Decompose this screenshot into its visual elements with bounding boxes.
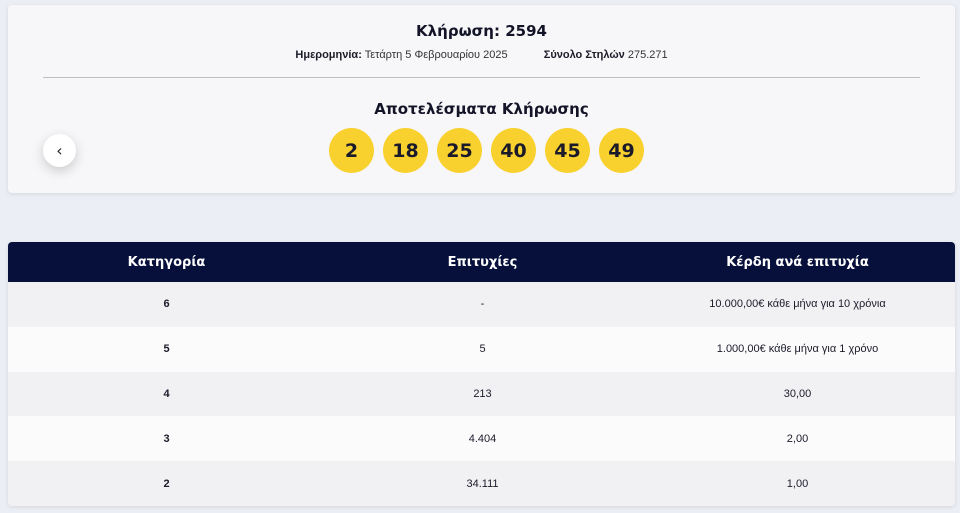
number-ball: 18 [383, 128, 428, 173]
results-title: Αποτελέσματα Κλήρωσης [374, 100, 589, 118]
header-prize: Κέρδη ανά επιτυχία [726, 254, 869, 270]
table-row: 6 - 10.000,00€ κάθε μήνα για 10 χρόνια [8, 282, 955, 327]
draw-card: Κλήρωση: 2594 Ημερομηνία: Τετάρτη 5 Φεβρ… [8, 5, 955, 193]
date-value: Τετάρτη 5 Φεβρουαρίου 2025 [364, 49, 508, 61]
cell-category: 2 [163, 477, 170, 490]
cell-prize: 1,00 [786, 477, 809, 490]
prize-table: Κατηγορία Επιτυχίες Κέρδη ανά επιτυχία 6… [8, 242, 955, 506]
date-label: Ημερομηνία: [295, 49, 362, 61]
table-row: 2 34.111 1,00 [8, 461, 955, 506]
cell-winners: 4.404 [468, 432, 497, 445]
cell-winners: 5 [479, 343, 486, 356]
number-ball: 25 [437, 128, 482, 173]
table-body: 6 - 10.000,00€ κάθε μήνα για 10 χρόνια 5… [8, 282, 955, 506]
table-header: Κατηγορία Επιτυχίες Κέρδη ανά επιτυχία [8, 242, 955, 282]
table-row: 3 4.404 2,00 [8, 416, 955, 462]
cell-category: 5 [163, 343, 170, 356]
cell-category: 3 [163, 432, 170, 445]
number-ball: 40 [491, 128, 536, 173]
header-category: Κατηγορία [127, 254, 206, 270]
number-ball: 2 [329, 128, 374, 173]
columns-value: 275.271 [627, 49, 668, 61]
chevron-left-icon: ‹ [56, 141, 63, 160]
winning-numbers: 2 18 25 40 45 49 [8, 128, 955, 173]
cell-prize: 30,00 [783, 387, 812, 400]
cell-prize: 2,00 [786, 432, 809, 445]
cell-winners: 213 [473, 387, 492, 400]
draw-meta: Ημερομηνία: Τετάρτη 5 Φεβρουαρίου 2025 Σ… [8, 49, 955, 61]
cell-winners: 34.111 [466, 477, 499, 490]
number-ball: 45 [545, 128, 590, 173]
table-row: 5 5 1.000,00€ κάθε μήνα για 1 χρόνο [8, 326, 955, 372]
previous-draw-button[interactable]: ‹ [43, 134, 76, 167]
columns-label: Σύνολο Στηλών [543, 49, 625, 61]
cell-winners: - [480, 298, 485, 311]
cell-prize: 10.000,00€ κάθε μήνα για 10 χρόνια [709, 298, 886, 311]
cell-category: 4 [163, 387, 170, 400]
cell-prize: 1.000,00€ κάθε μήνα για 1 χρόνο [716, 343, 879, 356]
table-row: 4 213 30,00 [8, 371, 955, 417]
cell-category: 6 [163, 298, 170, 311]
header-winners: Επιτυχίες [447, 254, 518, 270]
draw-title: Κλήρωση: 2594 [416, 22, 547, 40]
divider [43, 77, 920, 78]
number-ball: 49 [599, 128, 644, 173]
